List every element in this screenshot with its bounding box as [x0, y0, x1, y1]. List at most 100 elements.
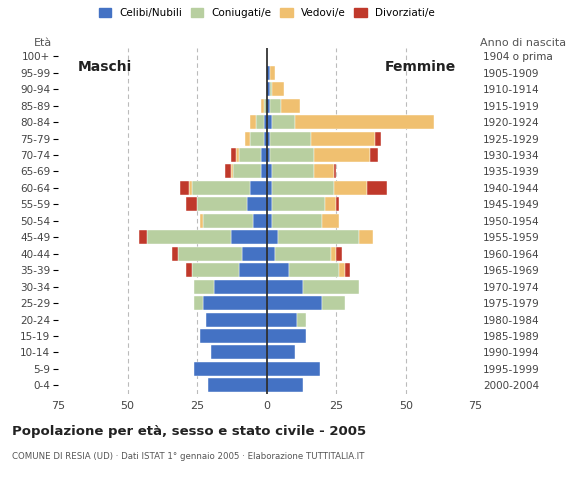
Bar	[242, 247, 267, 261]
Bar	[334, 181, 367, 195]
Bar	[267, 82, 270, 96]
Bar	[314, 165, 333, 179]
Bar	[273, 181, 333, 195]
Bar	[194, 296, 203, 310]
Bar	[205, 312, 267, 326]
Bar	[289, 263, 339, 277]
Bar	[214, 280, 267, 294]
Bar	[273, 165, 314, 179]
Bar	[273, 197, 325, 211]
Bar	[334, 165, 336, 179]
Bar	[267, 165, 273, 179]
Bar	[322, 214, 339, 228]
Bar	[139, 230, 147, 244]
Bar	[345, 263, 350, 277]
Bar	[275, 247, 331, 261]
Bar	[250, 132, 264, 145]
Bar	[267, 312, 298, 326]
Bar	[325, 197, 336, 211]
Bar	[247, 197, 267, 211]
Bar	[278, 230, 358, 244]
Bar	[245, 132, 250, 145]
Bar	[270, 132, 311, 145]
Bar	[225, 165, 231, 179]
Bar	[270, 82, 273, 96]
Bar	[239, 148, 261, 162]
Bar	[264, 132, 267, 145]
Bar	[267, 197, 273, 211]
Bar	[267, 378, 303, 392]
Bar	[236, 148, 239, 162]
Bar	[200, 214, 203, 228]
Bar	[267, 181, 273, 195]
Bar	[298, 312, 306, 326]
Bar	[370, 148, 378, 162]
Bar	[267, 132, 270, 145]
Bar	[231, 148, 236, 162]
Bar	[253, 214, 267, 228]
Bar	[267, 346, 295, 360]
Bar	[211, 346, 267, 360]
Text: Femmine: Femmine	[385, 60, 456, 73]
Bar	[231, 165, 233, 179]
Bar	[267, 214, 273, 228]
Bar	[336, 197, 339, 211]
Bar	[336, 247, 342, 261]
Bar	[208, 378, 267, 392]
Text: COMUNE DI RESIA (UD) · Dati ISTAT 1° gennaio 2005 · Elaborazione TUTTITALIA.IT: COMUNE DI RESIA (UD) · Dati ISTAT 1° gen…	[12, 452, 364, 461]
Bar	[273, 214, 322, 228]
Bar	[267, 230, 278, 244]
Text: Età: Età	[34, 38, 52, 48]
Bar	[186, 197, 197, 211]
Bar	[311, 132, 375, 145]
Bar	[267, 329, 306, 343]
Bar	[267, 362, 320, 376]
Bar	[194, 280, 214, 294]
Bar	[322, 296, 345, 310]
Bar	[186, 263, 191, 277]
Bar	[273, 115, 295, 129]
Bar	[203, 214, 253, 228]
Bar	[147, 230, 231, 244]
Bar	[358, 230, 372, 244]
Bar	[267, 247, 275, 261]
Bar	[267, 66, 270, 80]
Text: Popolazione per età, sesso e stato civile - 2005: Popolazione per età, sesso e stato civil…	[12, 425, 366, 438]
Bar	[314, 148, 370, 162]
Bar	[180, 181, 189, 195]
Bar	[250, 181, 267, 195]
Bar	[203, 296, 267, 310]
Bar	[197, 197, 247, 211]
Bar	[339, 263, 345, 277]
Bar	[194, 362, 267, 376]
Bar	[189, 181, 191, 195]
Bar	[281, 98, 300, 113]
Bar	[231, 230, 267, 244]
Bar	[239, 263, 267, 277]
Bar	[261, 165, 267, 179]
Bar	[295, 115, 434, 129]
Bar	[264, 115, 267, 129]
Bar	[250, 115, 256, 129]
Bar	[267, 115, 273, 129]
Bar	[172, 247, 177, 261]
Text: Anno di nascita: Anno di nascita	[480, 38, 566, 48]
Bar	[177, 247, 242, 261]
Bar	[264, 98, 267, 113]
Bar	[273, 82, 284, 96]
Bar	[270, 148, 314, 162]
Bar	[267, 98, 270, 113]
Bar	[267, 296, 322, 310]
Bar	[267, 263, 289, 277]
Bar	[267, 280, 303, 294]
Bar	[233, 165, 261, 179]
Bar	[331, 247, 336, 261]
Bar	[367, 181, 386, 195]
Bar	[270, 66, 275, 80]
Legend: Celibi/Nubili, Coniugati/e, Vedovi/e, Divorziati/e: Celibi/Nubili, Coniugati/e, Vedovi/e, Di…	[99, 8, 434, 18]
Text: Maschi: Maschi	[78, 60, 132, 73]
Bar	[200, 329, 267, 343]
Bar	[267, 148, 270, 162]
Bar	[191, 181, 250, 195]
Bar	[261, 148, 267, 162]
